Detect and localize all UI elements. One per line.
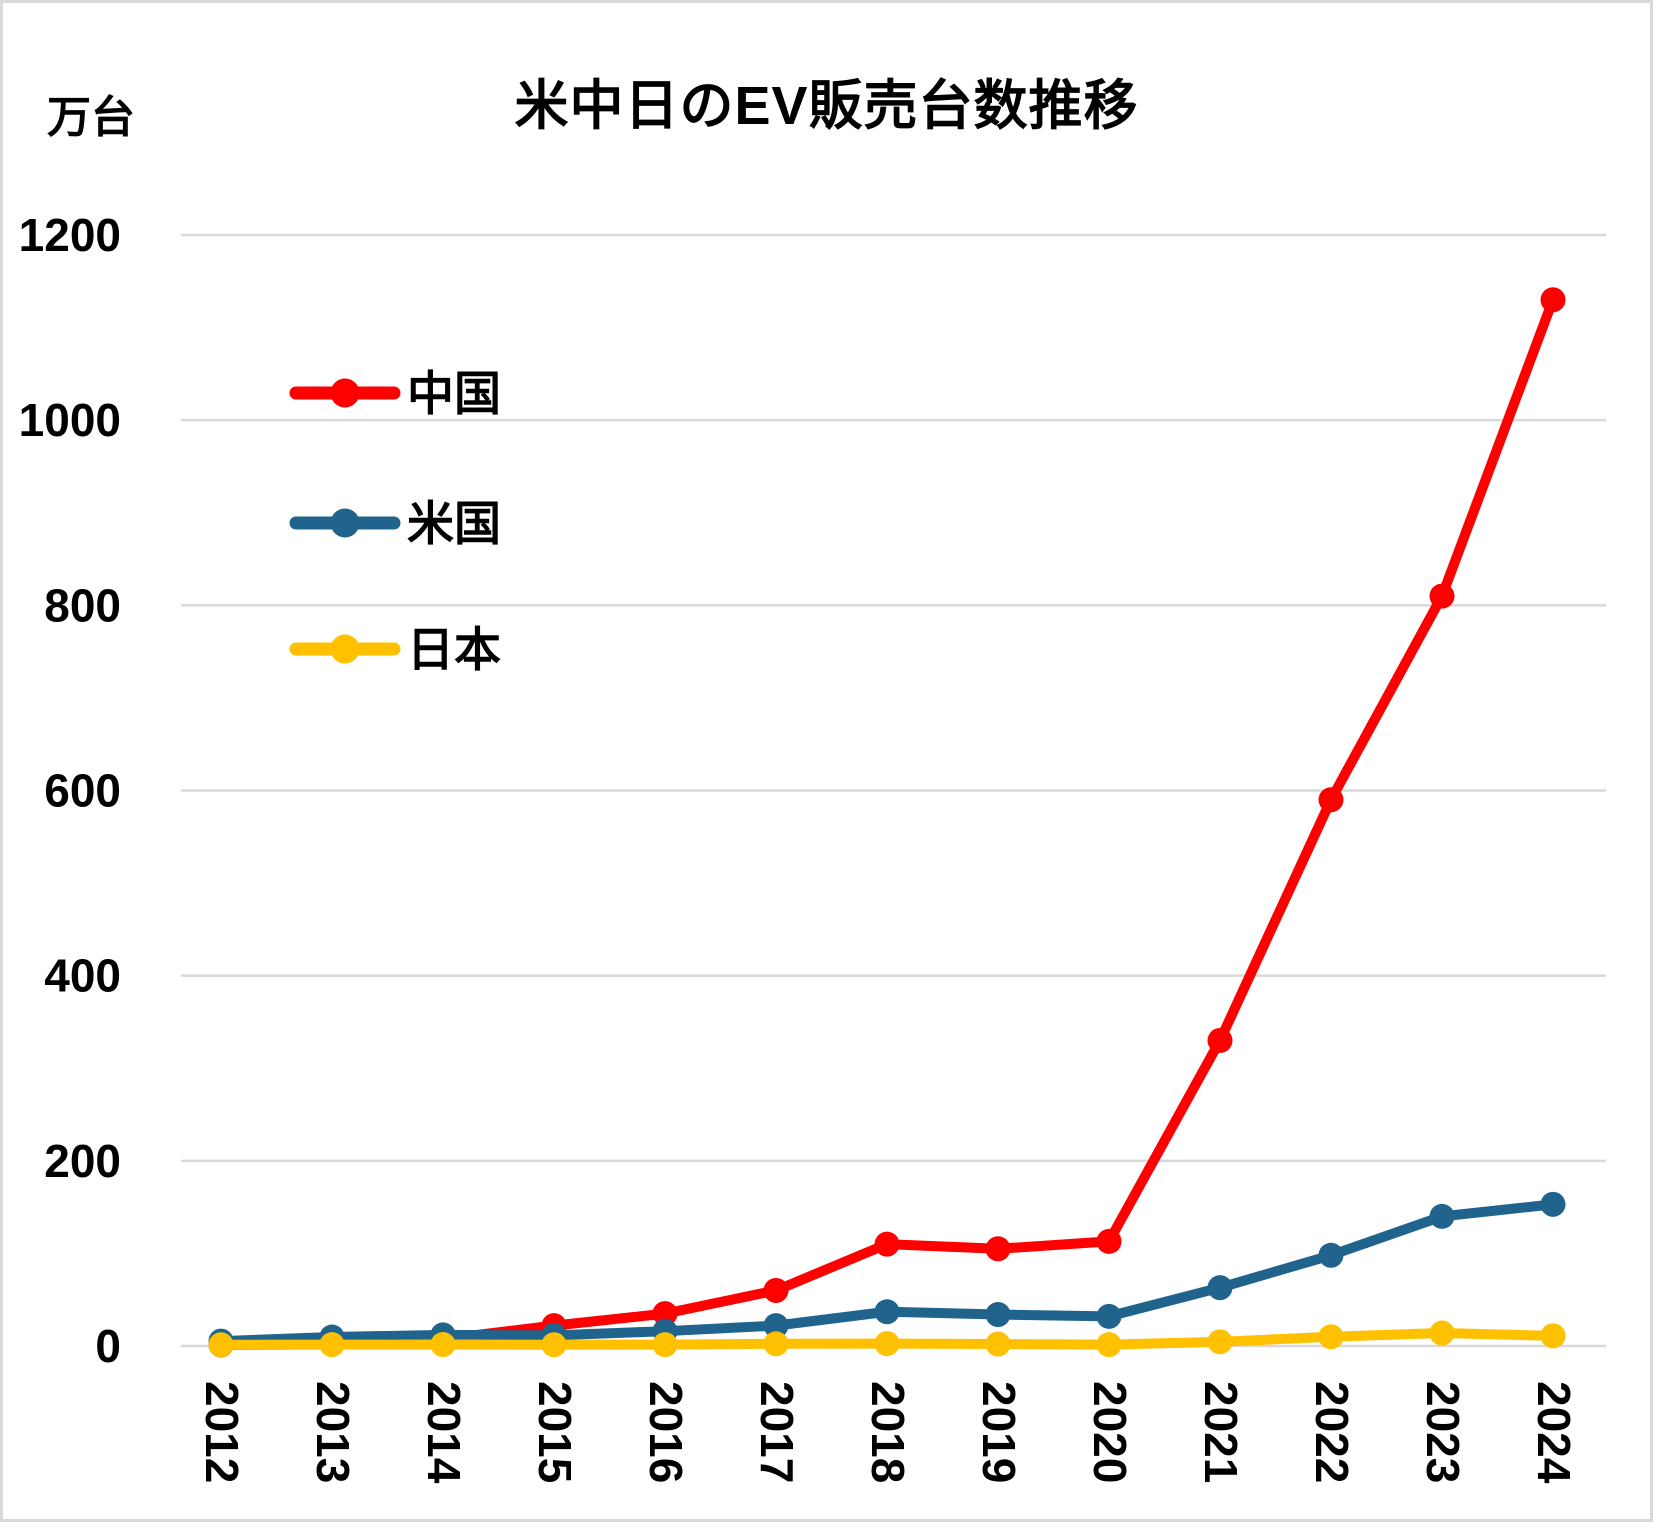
legend-marker — [330, 508, 360, 538]
x-tick-label: 2013 — [307, 1381, 359, 1483]
data-point-marker — [1429, 583, 1455, 609]
data-point-marker — [1540, 1323, 1566, 1349]
x-tick-label: 2020 — [1084, 1381, 1136, 1483]
data-point-marker — [985, 1302, 1011, 1328]
data-point-marker — [1429, 1320, 1455, 1346]
legend-label: 中国 — [407, 367, 501, 420]
legend-marker — [330, 634, 360, 664]
x-tick-label: 2012 — [196, 1381, 248, 1483]
data-point-marker — [1207, 1027, 1233, 1053]
x-tick-label: 2021 — [1195, 1381, 1247, 1483]
data-point-marker — [1540, 287, 1566, 313]
legend-label: 米国 — [407, 497, 501, 550]
data-point-marker — [1096, 1228, 1122, 1254]
data-point-marker — [763, 1313, 789, 1339]
x-tick-label: 2022 — [1306, 1381, 1358, 1483]
data-point-marker — [874, 1299, 900, 1325]
legend-marker — [330, 378, 360, 408]
data-point-marker — [208, 1332, 234, 1358]
data-point-marker — [1318, 1242, 1344, 1268]
data-point-marker — [1429, 1203, 1455, 1229]
y-tick-label: 200 — [44, 1135, 121, 1187]
gridlines-group — [181, 233, 1606, 1348]
chart-title: 米中日のEV販売台数推移 — [514, 76, 1139, 136]
y-tick-labels-group: 0 200 400 600 800 1000 1200 — [19, 209, 121, 1372]
x-tick-label: 2023 — [1417, 1381, 1469, 1483]
legend-label: 日本 — [407, 623, 501, 676]
y-tick-label: 0 — [95, 1320, 121, 1372]
data-point-marker — [1540, 1191, 1566, 1217]
series-米国 — [208, 1191, 1566, 1354]
data-point-marker — [652, 1332, 678, 1358]
y-tick-label: 400 — [44, 950, 121, 1002]
data-point-marker — [430, 1332, 456, 1358]
legend-item-米国: 米国 — [289, 497, 501, 550]
data-point-marker — [652, 1301, 678, 1327]
data-point-marker — [1207, 1329, 1233, 1355]
x-tick-label: 2019 — [973, 1381, 1025, 1483]
data-point-marker — [874, 1231, 900, 1257]
data-point-marker — [541, 1332, 567, 1358]
x-tick-label: 2024 — [1528, 1381, 1580, 1484]
series-line — [216, 294, 1558, 1350]
legend-item-中国: 中国 — [289, 367, 501, 420]
data-point-marker — [319, 1332, 345, 1358]
data-point-marker — [1318, 787, 1344, 813]
y-tick-label: 1000 — [19, 394, 121, 446]
y-axis-unit-label: 万台 — [47, 93, 135, 142]
y-tick-label: 600 — [44, 765, 121, 817]
x-tick-label: 2017 — [751, 1381, 803, 1483]
data-point-marker — [1096, 1303, 1122, 1329]
y-tick-label: 800 — [44, 579, 121, 631]
data-point-marker — [763, 1331, 789, 1357]
series-中国 — [208, 287, 1566, 1358]
x-tick-label: 2016 — [640, 1381, 692, 1483]
x-tick-labels-group: 2012 2013 2014 2015 2016 2017 2018 2019 2020 2021… — [196, 1381, 1580, 1484]
x-tick-label: 2014 — [418, 1381, 470, 1484]
data-point-marker — [1318, 1324, 1344, 1350]
data-point-marker — [1207, 1275, 1233, 1301]
data-point-marker — [874, 1331, 900, 1357]
data-point-marker — [985, 1236, 1011, 1262]
data-point-marker — [985, 1331, 1011, 1357]
y-tick-label: 1200 — [19, 209, 121, 261]
data-point-marker — [1096, 1332, 1122, 1358]
legend-item-日本: 日本 — [289, 623, 501, 676]
x-tick-label: 2015 — [529, 1381, 581, 1483]
series-日本 — [208, 1320, 1566, 1358]
x-tick-label: 2018 — [862, 1381, 914, 1483]
data-point-marker — [763, 1277, 789, 1303]
